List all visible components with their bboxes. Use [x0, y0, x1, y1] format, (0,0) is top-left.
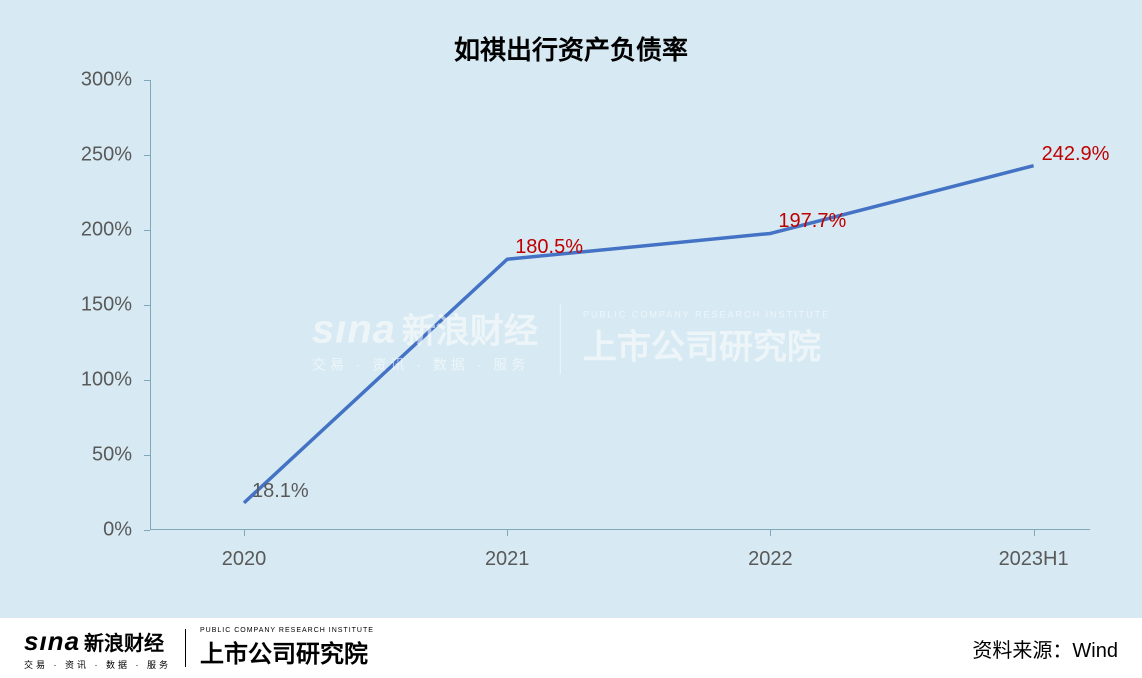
y-tick-label: 150%	[81, 294, 150, 317]
x-tick-label: 2022	[748, 530, 793, 571]
footer-institute-block: PUBLIC COMPANY RESEARCH INSTITUTE 上市公司研究…	[200, 627, 374, 669]
plot-area: 0%50%100%150%200%250%300%202020212022202…	[150, 80, 1090, 530]
x-tick-label: 2020	[222, 530, 267, 571]
y-tick-label: 100%	[81, 369, 150, 392]
footer-sina-block: sına 新浪财经 交易 · 资讯 · 数据 · 服务	[24, 626, 171, 671]
data-label: 180.5%	[515, 236, 583, 259]
footer-sina-cn: 新浪财经	[84, 627, 164, 656]
footer: sına 新浪财经 交易 · 资讯 · 数据 · 服务 PUBLIC COMPA…	[0, 618, 1142, 678]
footer-institute-cn: 上市公司研究院	[200, 634, 368, 669]
data-label: 242.9%	[1042, 143, 1110, 166]
y-tick-label: 200%	[81, 219, 150, 242]
footer-sina-logo: sına	[24, 626, 80, 657]
footer-sina-sub: 交易 · 资讯 · 数据 · 服务	[24, 658, 171, 671]
data-label: 197.7%	[778, 210, 846, 233]
footer-branding: sına 新浪财经 交易 · 资讯 · 数据 · 服务 PUBLIC COMPA…	[24, 626, 374, 671]
x-tick-label: 2021	[485, 530, 530, 571]
x-tick-label: 2023H1	[999, 530, 1069, 571]
y-tick-label: 0%	[103, 519, 150, 542]
footer-divider	[185, 629, 186, 667]
footer-institute-en: PUBLIC COMPANY RESEARCH INSTITUTE	[200, 627, 374, 634]
data-label: 18.1%	[252, 480, 309, 503]
y-tick-label: 250%	[81, 144, 150, 167]
line-series	[150, 80, 1090, 530]
data-source-label: 资料来源：Wind	[972, 634, 1118, 663]
chart-title: 如祺出行资产负债率	[0, 30, 1142, 67]
y-tick-label: 300%	[81, 69, 150, 92]
y-tick-label: 50%	[92, 444, 150, 467]
